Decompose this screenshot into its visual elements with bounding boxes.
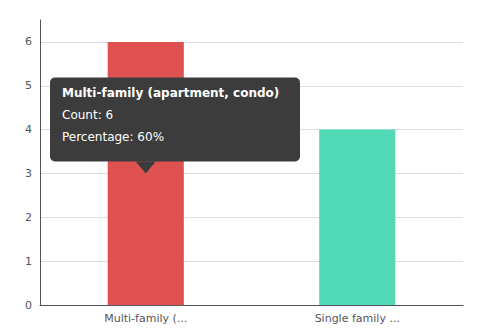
- svg-text:Single family ...: Single family ...: [315, 312, 400, 325]
- svg-text:Percentage: 60%: Percentage: 60%: [62, 130, 164, 144]
- svg-text:2: 2: [25, 211, 32, 224]
- svg-text:3: 3: [25, 167, 32, 180]
- svg-text:5: 5: [25, 79, 32, 92]
- svg-text:4: 4: [25, 123, 32, 136]
- svg-text:1: 1: [25, 255, 32, 268]
- svg-text:6: 6: [25, 35, 32, 48]
- svg-text:Multi-family (apartment, condo: Multi-family (apartment, condo): [62, 86, 279, 100]
- svg-text:Multi-family (...: Multi-family (...: [104, 312, 187, 325]
- svg-text:Count: 6: Count: 6: [62, 108, 113, 122]
- svg-text:0: 0: [25, 299, 32, 312]
